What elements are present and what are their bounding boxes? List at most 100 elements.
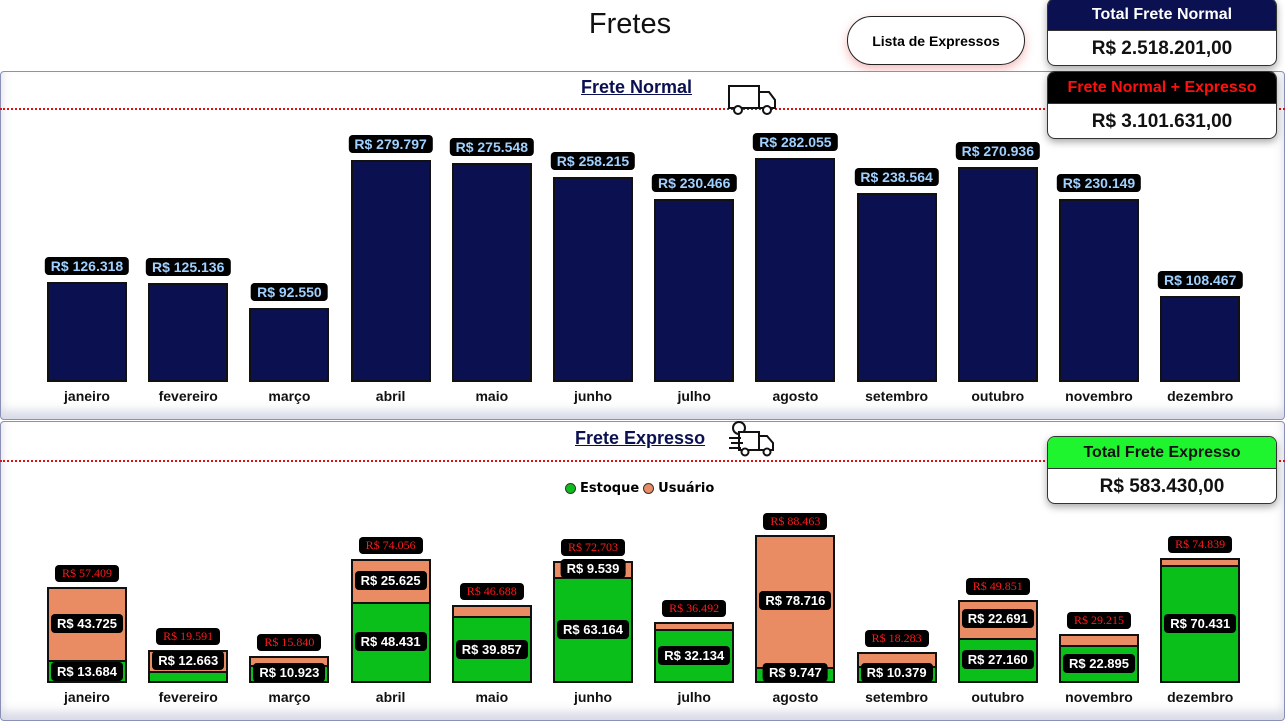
total-label: R$ 19.591	[156, 628, 221, 646]
data-label-estoque: R$ 32.134	[658, 646, 731, 666]
category-label: junho	[573, 689, 613, 705]
total-label: R$ 36.492	[662, 599, 727, 617]
data-label: R$ 282.055	[753, 133, 838, 151]
card-value: R$ 3.101.631,00	[1048, 103, 1276, 138]
total-label: R$ 57.409	[54, 564, 120, 582]
data-label-estoque: R$ 9.747	[763, 663, 828, 682]
data-label-estoque: R$ 22.895	[1063, 653, 1135, 673]
data-label-estoque: R$ 70.431	[1164, 614, 1237, 634]
express-truck-icon	[729, 421, 774, 457]
category-label: maio	[475, 388, 509, 404]
legend-swatch-usuario	[643, 483, 655, 494]
data-label-usuario: R$ 78.716	[759, 590, 832, 610]
data-label: R$ 238.564	[854, 167, 939, 186]
frete-expresso-title: Frete Expresso	[575, 428, 706, 448]
bar-usuario	[451, 604, 532, 619]
category-label: setembro	[865, 388, 929, 404]
data-label-estoque: R$ 63.164	[557, 620, 629, 640]
category-label: março	[268, 689, 311, 705]
bar-normal	[47, 281, 127, 382]
category-label: novembro	[1065, 689, 1133, 705]
data-label-usuario: R$ 9.539	[560, 559, 626, 579]
category-label: outubro	[971, 689, 1025, 705]
bar-usuario	[1160, 557, 1241, 568]
bar-normal	[249, 308, 330, 382]
divider	[0, 460, 1285, 462]
data-label: R$ 108.467	[1157, 270, 1243, 289]
data-label: R$ 275.548	[449, 138, 534, 157]
category-label: fevereiro	[158, 388, 218, 404]
total-label: R$ 72.703	[560, 539, 626, 557]
category-label: julho	[677, 689, 711, 705]
data-label: R$ 92.550	[251, 283, 328, 302]
card-label: Total Frete Expresso	[1048, 437, 1276, 468]
data-label-estoque: R$ 39.857	[455, 639, 528, 659]
bar-normal	[1059, 199, 1139, 382]
data-label-usuario: R$ 22.691	[961, 608, 1034, 628]
total-label: R$ 49.851	[965, 577, 1030, 595]
truck-icon	[728, 85, 776, 115]
data-label-estoque: R$ 10.379	[860, 663, 933, 682]
category-label: janeiro	[64, 689, 110, 705]
legend-label-usuario: Usuário	[658, 481, 715, 496]
category-label: setembro	[865, 689, 929, 705]
category-label: dezembro	[1167, 689, 1234, 705]
category-label: agosto	[772, 388, 819, 404]
data-label-estoque: R$ 13.684	[51, 661, 123, 681]
category-label: fevereiro	[158, 689, 218, 705]
data-label-usuario: R$ 12.663	[152, 650, 225, 670]
category-label: outubro	[971, 388, 1025, 404]
data-label-estoque: R$ 27.160	[961, 650, 1034, 670]
data-label: R$ 230.466	[651, 173, 737, 192]
bar-usuario	[1059, 634, 1139, 647]
category-label: dezembro	[1167, 388, 1234, 404]
total-label: R$ 29.215	[1066, 612, 1132, 630]
frete-normal-expresso-card: Frete Normal + Expresso R$ 3.101.631,00	[1047, 71, 1277, 139]
bar-normal	[856, 192, 937, 382]
bar-normal	[755, 158, 836, 382]
bar-usuario	[654, 621, 735, 632]
data-label-estoque: R$ 48.431	[354, 632, 427, 652]
total-label: R$ 18.283	[864, 630, 929, 648]
total-label: R$ 74.839	[1168, 535, 1233, 553]
total-label: R$ 46.688	[459, 582, 524, 600]
category-label: junho	[573, 388, 613, 404]
frete-normal-title: Frete Normal	[581, 77, 693, 97]
bar-normal	[350, 159, 431, 382]
category-label: abril	[375, 388, 406, 404]
bar-normal	[553, 176, 633, 382]
category-label: maio	[475, 689, 509, 705]
legend: Estoque Usuário	[565, 481, 714, 496]
category-label: novembro	[1065, 388, 1133, 404]
total-label: R$ 74.056	[358, 537, 423, 555]
bar-normal	[148, 282, 229, 382]
card-value: R$ 583.430,00	[1048, 468, 1276, 503]
card-value: R$ 2.518.201,00	[1048, 30, 1276, 65]
data-label: R$ 230.149	[1056, 174, 1142, 193]
category-label: julho	[677, 388, 711, 404]
category-label: janeiro	[64, 388, 110, 404]
category-label: março	[268, 388, 311, 404]
category-label: agosto	[772, 689, 819, 705]
total-frete-normal-card: Total Frete Normal R$ 2.518.201,00	[1047, 0, 1277, 66]
data-label: R$ 270.936	[955, 141, 1040, 160]
legend-label-estoque: Estoque	[580, 481, 640, 496]
data-label-usuario: R$ 25.625	[354, 570, 427, 590]
data-label-estoque: R$ 10.923	[253, 663, 326, 682]
category-label: abril	[375, 689, 406, 705]
data-label-usuario: R$ 43.725	[51, 613, 123, 633]
total-frete-expresso-card: Total Frete Expresso R$ 583.430,00	[1047, 436, 1277, 504]
page-title: Fretes	[588, 8, 672, 40]
lista-expressos-button[interactable]: Lista de Expressos	[847, 16, 1025, 65]
divider	[0, 108, 1285, 110]
data-label: R$ 125.136	[145, 257, 231, 276]
bar-normal	[654, 198, 735, 382]
card-label: Total Frete Normal	[1048, 0, 1276, 30]
data-label: R$ 258.215	[550, 151, 636, 170]
card-label: Frete Normal + Expresso	[1048, 72, 1276, 103]
bar-normal	[451, 163, 532, 382]
data-label: R$ 126.318	[44, 256, 130, 275]
bar-normal	[1160, 295, 1241, 382]
legend-swatch-estoque	[565, 483, 576, 494]
total-label: R$ 88.463	[763, 513, 828, 530]
